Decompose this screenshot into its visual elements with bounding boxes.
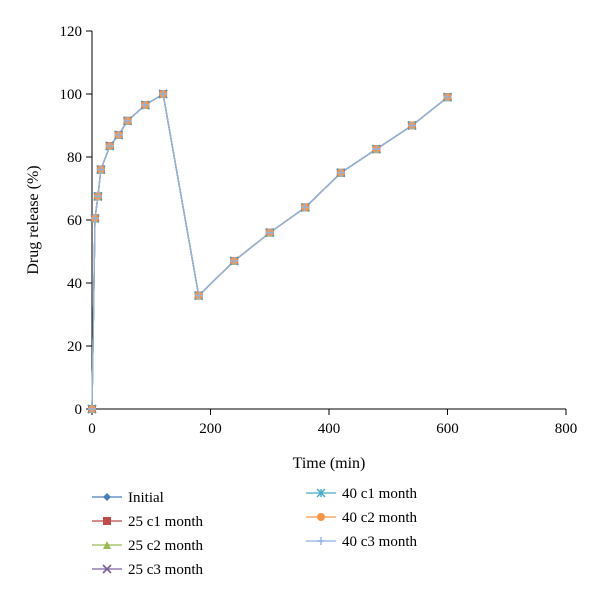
legend-label-2: 25 c1 month	[128, 514, 203, 530]
legend-marker-2	[103, 517, 111, 525]
data-point-s7	[141, 101, 150, 110]
y-axis-title: Drug release (%)	[25, 165, 42, 274]
data-point-s7	[159, 90, 168, 98]
data-point-s7	[88, 405, 96, 413]
data-point-s7	[123, 116, 132, 125]
series-line-6	[91, 92, 448, 410]
y-tick-label: 80	[67, 150, 82, 166]
legend-label-1: Initial	[128, 490, 164, 506]
data-point-s7	[407, 121, 416, 130]
y-tick-label: 0	[75, 402, 83, 418]
data-point-s7	[301, 203, 310, 212]
legend-label-7: 40 c3 month	[342, 534, 417, 550]
x-tick-label: 400	[318, 421, 341, 437]
y-tick-label: 60	[67, 213, 82, 229]
y-tick-label: 120	[60, 24, 83, 40]
y-tick-label: 40	[67, 276, 82, 292]
series-line-5	[91, 92, 448, 410]
data-point-s7	[336, 168, 345, 177]
series-line-4	[91, 92, 448, 410]
plot-area: 0 20 40 60 80 100 120 0 200 400 600 800	[60, 24, 578, 437]
legend-label-5: 40 c1 month	[342, 486, 417, 502]
data-point-s7	[105, 141, 114, 150]
legend-label-3: 25 c2 month	[128, 538, 203, 554]
data-point-s7	[443, 93, 452, 102]
data-point-s7	[194, 291, 203, 300]
x-tick-label: 200	[199, 421, 222, 437]
legend-label-4: 25 c3 month	[128, 562, 203, 578]
legend-marker-4	[102, 564, 112, 574]
legend-marker-7	[317, 537, 325, 545]
x-tick-label: 600	[436, 421, 459, 437]
data-point-s7	[230, 256, 239, 265]
series-line-1	[91, 92, 448, 410]
x-tick-label: 0	[88, 421, 96, 437]
x-tick-label: 800	[555, 421, 578, 437]
series-line-2	[91, 92, 448, 410]
y-tick-label: 100	[60, 87, 83, 103]
data-point-s7	[372, 145, 381, 154]
legend-label-6: 40 c2 month	[342, 510, 417, 526]
series-line-3	[91, 92, 448, 410]
data-point-s7	[93, 192, 102, 201]
legend-marker-3	[103, 541, 111, 549]
legend-marker-1	[103, 493, 111, 501]
series-line-7	[91, 92, 448, 410]
legend-marker-6	[317, 513, 325, 521]
y-tick-label: 20	[67, 339, 82, 355]
legend-marker-5	[316, 488, 326, 498]
x-axis-title: Time (min)	[293, 455, 366, 472]
data-point-s7	[265, 228, 274, 237]
data-point-s7	[96, 165, 105, 174]
data-point-s7	[90, 214, 99, 223]
legend: Initial 25 c1 month 25 c2 month 25 c3 mo…	[92, 486, 417, 578]
data-point-s7	[114, 130, 123, 139]
